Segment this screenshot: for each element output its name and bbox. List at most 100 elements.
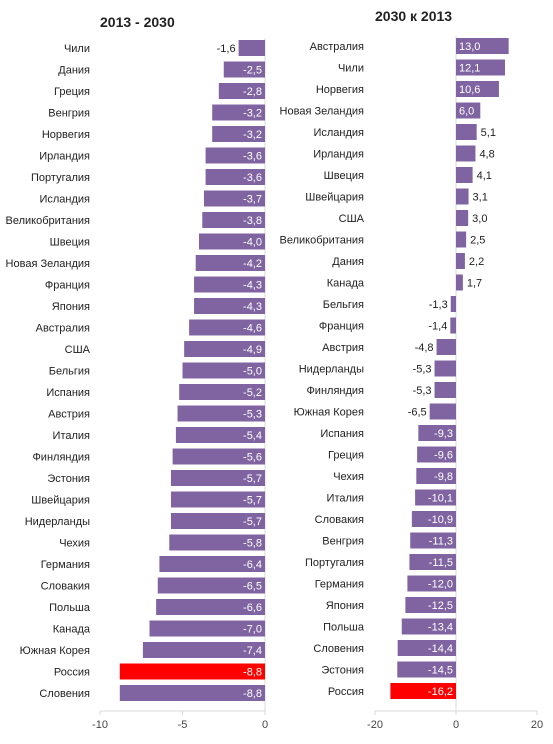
right-value-label: -13,4 xyxy=(428,622,453,634)
right-value-label: -14,5 xyxy=(428,665,453,677)
right-value-label: 4,8 xyxy=(479,149,494,161)
left-bar xyxy=(170,491,265,508)
right-chart-title: 2030 к 2013 xyxy=(375,8,453,24)
left-category-label: Австралия xyxy=(36,323,90,335)
left-value-label: -4,3 xyxy=(243,301,262,313)
right-bar xyxy=(407,575,456,592)
left-category-label: Греция xyxy=(54,86,90,98)
left-bar xyxy=(203,190,265,207)
left-bar xyxy=(142,642,265,658)
right-category-label: Великобритания xyxy=(280,235,365,247)
right-value-label: -14,4 xyxy=(428,643,453,655)
left-bar xyxy=(199,233,265,250)
left-value-label: -6,4 xyxy=(243,559,262,571)
right-category-label: Новая Зеландия xyxy=(280,106,364,118)
left-bar xyxy=(195,255,265,271)
left-value-label: -5,6 xyxy=(243,452,262,464)
right-bar xyxy=(416,468,456,484)
right-value-label: -12,0 xyxy=(428,579,453,591)
right-category-label: Россия xyxy=(328,686,364,698)
right-category-label: Германия xyxy=(315,579,364,591)
left-value-label: -2,5 xyxy=(243,65,262,77)
left-category-label: США xyxy=(65,344,91,356)
right-bar xyxy=(418,425,456,441)
right-value-label: -5,3 xyxy=(413,385,432,397)
left-category-label: Япония xyxy=(52,301,90,313)
left-category-label: Польша xyxy=(49,602,91,614)
right-value-label: 3,0 xyxy=(472,213,487,225)
left-value-label: -5,2 xyxy=(243,387,262,399)
left-value-label: -4,9 xyxy=(243,344,262,356)
right-bar xyxy=(397,661,456,678)
right-bar xyxy=(456,59,506,76)
left-bar xyxy=(172,448,265,465)
left-value-label: -7,4 xyxy=(243,645,262,657)
right-value-label: 13,0 xyxy=(459,41,480,53)
right-category-label: Канада xyxy=(327,278,365,290)
left-value-label: -8,8 xyxy=(243,688,262,700)
right-bar xyxy=(456,102,481,119)
right-value-label: 12,1 xyxy=(459,63,480,75)
left-bar xyxy=(202,212,265,228)
left-x-tick-label: -5 xyxy=(178,719,188,731)
right-bar xyxy=(401,618,456,635)
right-bar xyxy=(450,317,456,334)
right-value-label: -9,8 xyxy=(434,471,453,483)
left-value-label: -6,5 xyxy=(243,581,262,593)
left-bar xyxy=(169,534,265,551)
right-value-label: 3,1 xyxy=(473,192,488,204)
right-value-label: -11,3 xyxy=(429,536,453,548)
left-bar xyxy=(170,513,265,529)
right-category-label: Португалия xyxy=(305,557,364,569)
right-bar xyxy=(456,210,469,226)
left-value-label: -5,4 xyxy=(243,430,262,442)
right-bar xyxy=(456,188,469,205)
right-bar xyxy=(456,124,477,140)
right-category-label: Эстония xyxy=(321,665,364,677)
right-category-label: Чили xyxy=(338,63,364,75)
right-category-label: США xyxy=(339,213,365,225)
left-category-label: Бельгия xyxy=(49,366,90,378)
right-bar xyxy=(411,511,456,527)
right-bar xyxy=(409,554,456,570)
left-bar xyxy=(223,61,265,78)
left-bar xyxy=(212,126,265,142)
left-category-label: Швейцария xyxy=(31,495,90,507)
left-category-label: Россия xyxy=(54,667,90,679)
left-value-label: -3,2 xyxy=(243,129,262,141)
left-category-label: Франция xyxy=(45,280,90,292)
right-value-label: -12,5 xyxy=(428,600,453,612)
left-value-label: -3,6 xyxy=(243,172,262,184)
left-value-label: -4,3 xyxy=(243,280,262,292)
right-value-label: -1,4 xyxy=(428,321,447,333)
right-category-label: Япония xyxy=(326,600,364,612)
left-bar xyxy=(189,319,265,336)
right-bar xyxy=(415,489,456,506)
left-value-label: -1,6 xyxy=(217,43,236,55)
left-value-label: -5,7 xyxy=(243,516,262,528)
left-category-label: Германия xyxy=(41,559,90,571)
right-value-label: -16,2 xyxy=(428,686,453,698)
right-value-label: -1,3 xyxy=(429,299,448,311)
right-x-tick-label: 20 xyxy=(531,719,543,731)
right-category-label: Венгрия xyxy=(322,536,364,548)
left-bar xyxy=(179,384,265,400)
right-bar xyxy=(456,231,467,248)
left-value-label: -5,8 xyxy=(243,538,262,550)
right-bar xyxy=(410,532,456,549)
right-value-label: -9,3 xyxy=(434,428,453,440)
left-x-tick-label: -10 xyxy=(92,719,108,731)
left-value-label: -5,7 xyxy=(243,495,262,507)
right-category-label: Швейцария xyxy=(305,192,364,204)
left-category-label: Словения xyxy=(39,688,90,700)
right-category-label: Франция xyxy=(319,321,364,333)
left-bar xyxy=(238,40,265,56)
right-bar xyxy=(456,167,473,183)
left-value-label: -5,3 xyxy=(243,409,262,421)
right-value-label: 2,2 xyxy=(469,256,484,268)
right-category-label: Польша xyxy=(323,622,365,634)
left-category-label: Испания xyxy=(46,387,90,399)
left-value-label: -4,0 xyxy=(243,237,262,249)
right-category-label: Ирландия xyxy=(313,149,364,161)
